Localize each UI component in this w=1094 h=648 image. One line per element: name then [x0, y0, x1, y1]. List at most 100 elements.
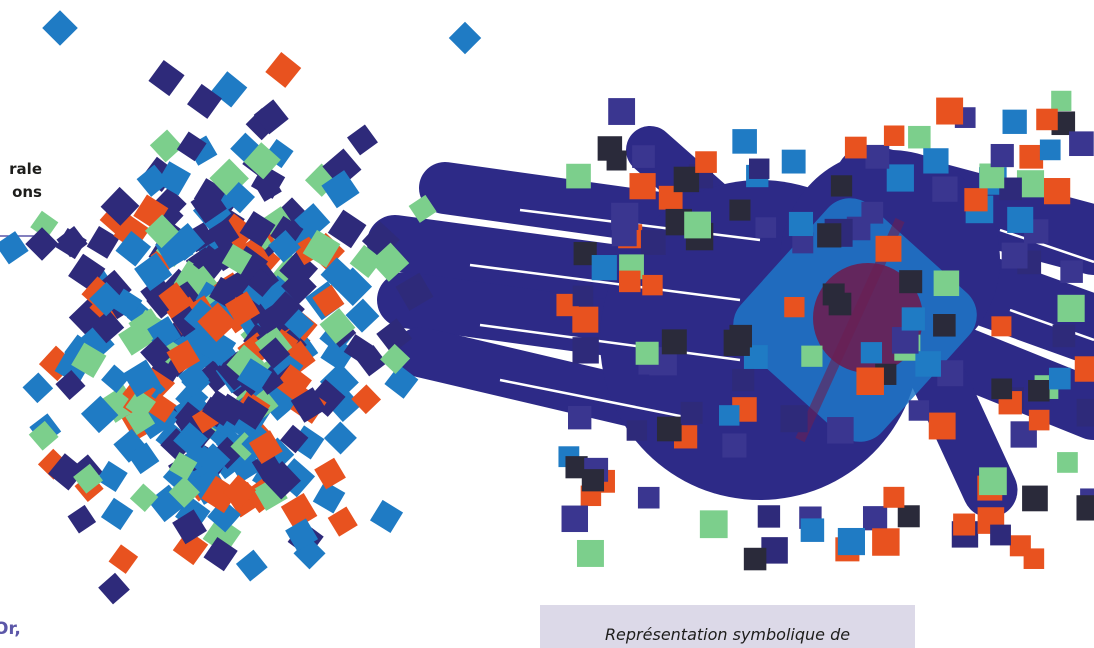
confetti-square: [395, 272, 434, 311]
confetti-square: [862, 506, 888, 531]
confetti-square: [608, 98, 636, 125]
confetti-square: [1057, 452, 1078, 473]
confetti-square: [1019, 144, 1044, 169]
confetti-square: [1052, 324, 1076, 348]
confetti-square: [100, 497, 134, 531]
confetti-square: [172, 529, 209, 566]
confetti-square: [136, 164, 169, 197]
confetti-square: [860, 342, 883, 364]
confetti-square: [115, 230, 152, 267]
confetti-square: [990, 524, 1011, 546]
confetti-square: [236, 358, 273, 394]
confetti-square: [718, 405, 740, 426]
confetti-square: [168, 451, 198, 481]
confetti-square: [861, 201, 884, 224]
confetti-square: [788, 211, 814, 237]
confetti-square: [222, 474, 257, 508]
confetti-square: [101, 364, 130, 394]
confetti-square: [817, 223, 842, 248]
confetti-square: [80, 395, 119, 434]
confetti-square: [915, 351, 941, 377]
confetti-square: [635, 341, 659, 365]
confetti-square: [168, 476, 200, 508]
confetti-square: [637, 486, 660, 509]
confetti-square: [899, 270, 923, 294]
confetti-square: [320, 257, 355, 291]
confetti-square: [243, 142, 281, 180]
confetti-square: [1001, 242, 1028, 269]
confetti-square: [140, 336, 174, 370]
confetti-square: [792, 232, 814, 254]
confetti-square: [642, 274, 663, 296]
confetti-square: [134, 252, 173, 291]
confetti-square: [1023, 548, 1045, 569]
confetti: [0, 10, 1094, 605]
confetti-square: [673, 166, 700, 193]
confetti-square: [1048, 367, 1071, 390]
confetti-square: [626, 420, 648, 441]
confetti-square: [343, 334, 374, 364]
confetti-square: [100, 186, 140, 226]
confetti-square: [254, 174, 282, 202]
confetti-square: [158, 282, 191, 314]
confetti-square: [56, 226, 88, 258]
confetti-square: [680, 401, 703, 424]
confetti-square: [640, 230, 666, 255]
confetti-square: [757, 505, 781, 528]
confetti-square: [320, 336, 356, 372]
confetti-square: [1069, 131, 1094, 157]
confetti-square: [800, 518, 825, 542]
confetti-square: [48, 453, 86, 491]
confetti-square: [376, 318, 413, 355]
confetti-square: [822, 283, 845, 306]
confetti-square: [933, 270, 960, 297]
confetti-square: [572, 337, 599, 364]
confetti-square: [928, 412, 956, 440]
confetti-square: [86, 226, 120, 259]
confetti-square: [248, 430, 283, 465]
finger-line: [469, 263, 741, 302]
confetti-square: [147, 393, 177, 423]
confetti-square: [1028, 409, 1050, 431]
confetti-square: [695, 151, 717, 173]
confetti-square: [312, 284, 345, 317]
confetti-square: [1039, 139, 1061, 161]
confetti-square: [148, 59, 185, 97]
confetti-square: [606, 150, 627, 171]
confetti-square: [145, 214, 179, 249]
confetti-square: [322, 148, 362, 188]
confetti-square: [865, 144, 890, 169]
confetti-square: [781, 149, 806, 174]
confetti-square: [177, 362, 210, 394]
confetti-square: [196, 443, 231, 478]
confetti-square: [380, 343, 411, 374]
confetti-square: [30, 210, 59, 239]
confetti-square: [176, 131, 207, 162]
confetti-square: [1007, 206, 1034, 233]
confetti-square: [699, 510, 728, 539]
confetti-square: [844, 136, 867, 159]
confetti-square: [255, 304, 285, 334]
confetti-square: [732, 368, 755, 392]
confetti-square: [780, 405, 808, 433]
caption-box: Représentation symbolique de: [540, 605, 915, 648]
confetti-square: [581, 469, 605, 492]
confetti-square: [936, 97, 964, 125]
confetti-square: [572, 306, 599, 333]
confetti-square: [908, 125, 931, 149]
confetti-square: [22, 372, 54, 404]
confetti-square: [1060, 260, 1083, 283]
confetti-square: [201, 475, 239, 514]
confetti-square: [1051, 90, 1072, 111]
confetti-square: [370, 242, 410, 282]
confetti-square: [203, 537, 238, 572]
confetti-square: [253, 99, 289, 135]
confetti-square: [127, 442, 160, 475]
confetti-square: [125, 389, 156, 420]
confetti-square: [262, 460, 301, 500]
confetti-square: [224, 291, 261, 327]
confetti-square: [235, 549, 268, 582]
confetti-square: [883, 125, 905, 146]
confetti-square: [1036, 108, 1058, 131]
